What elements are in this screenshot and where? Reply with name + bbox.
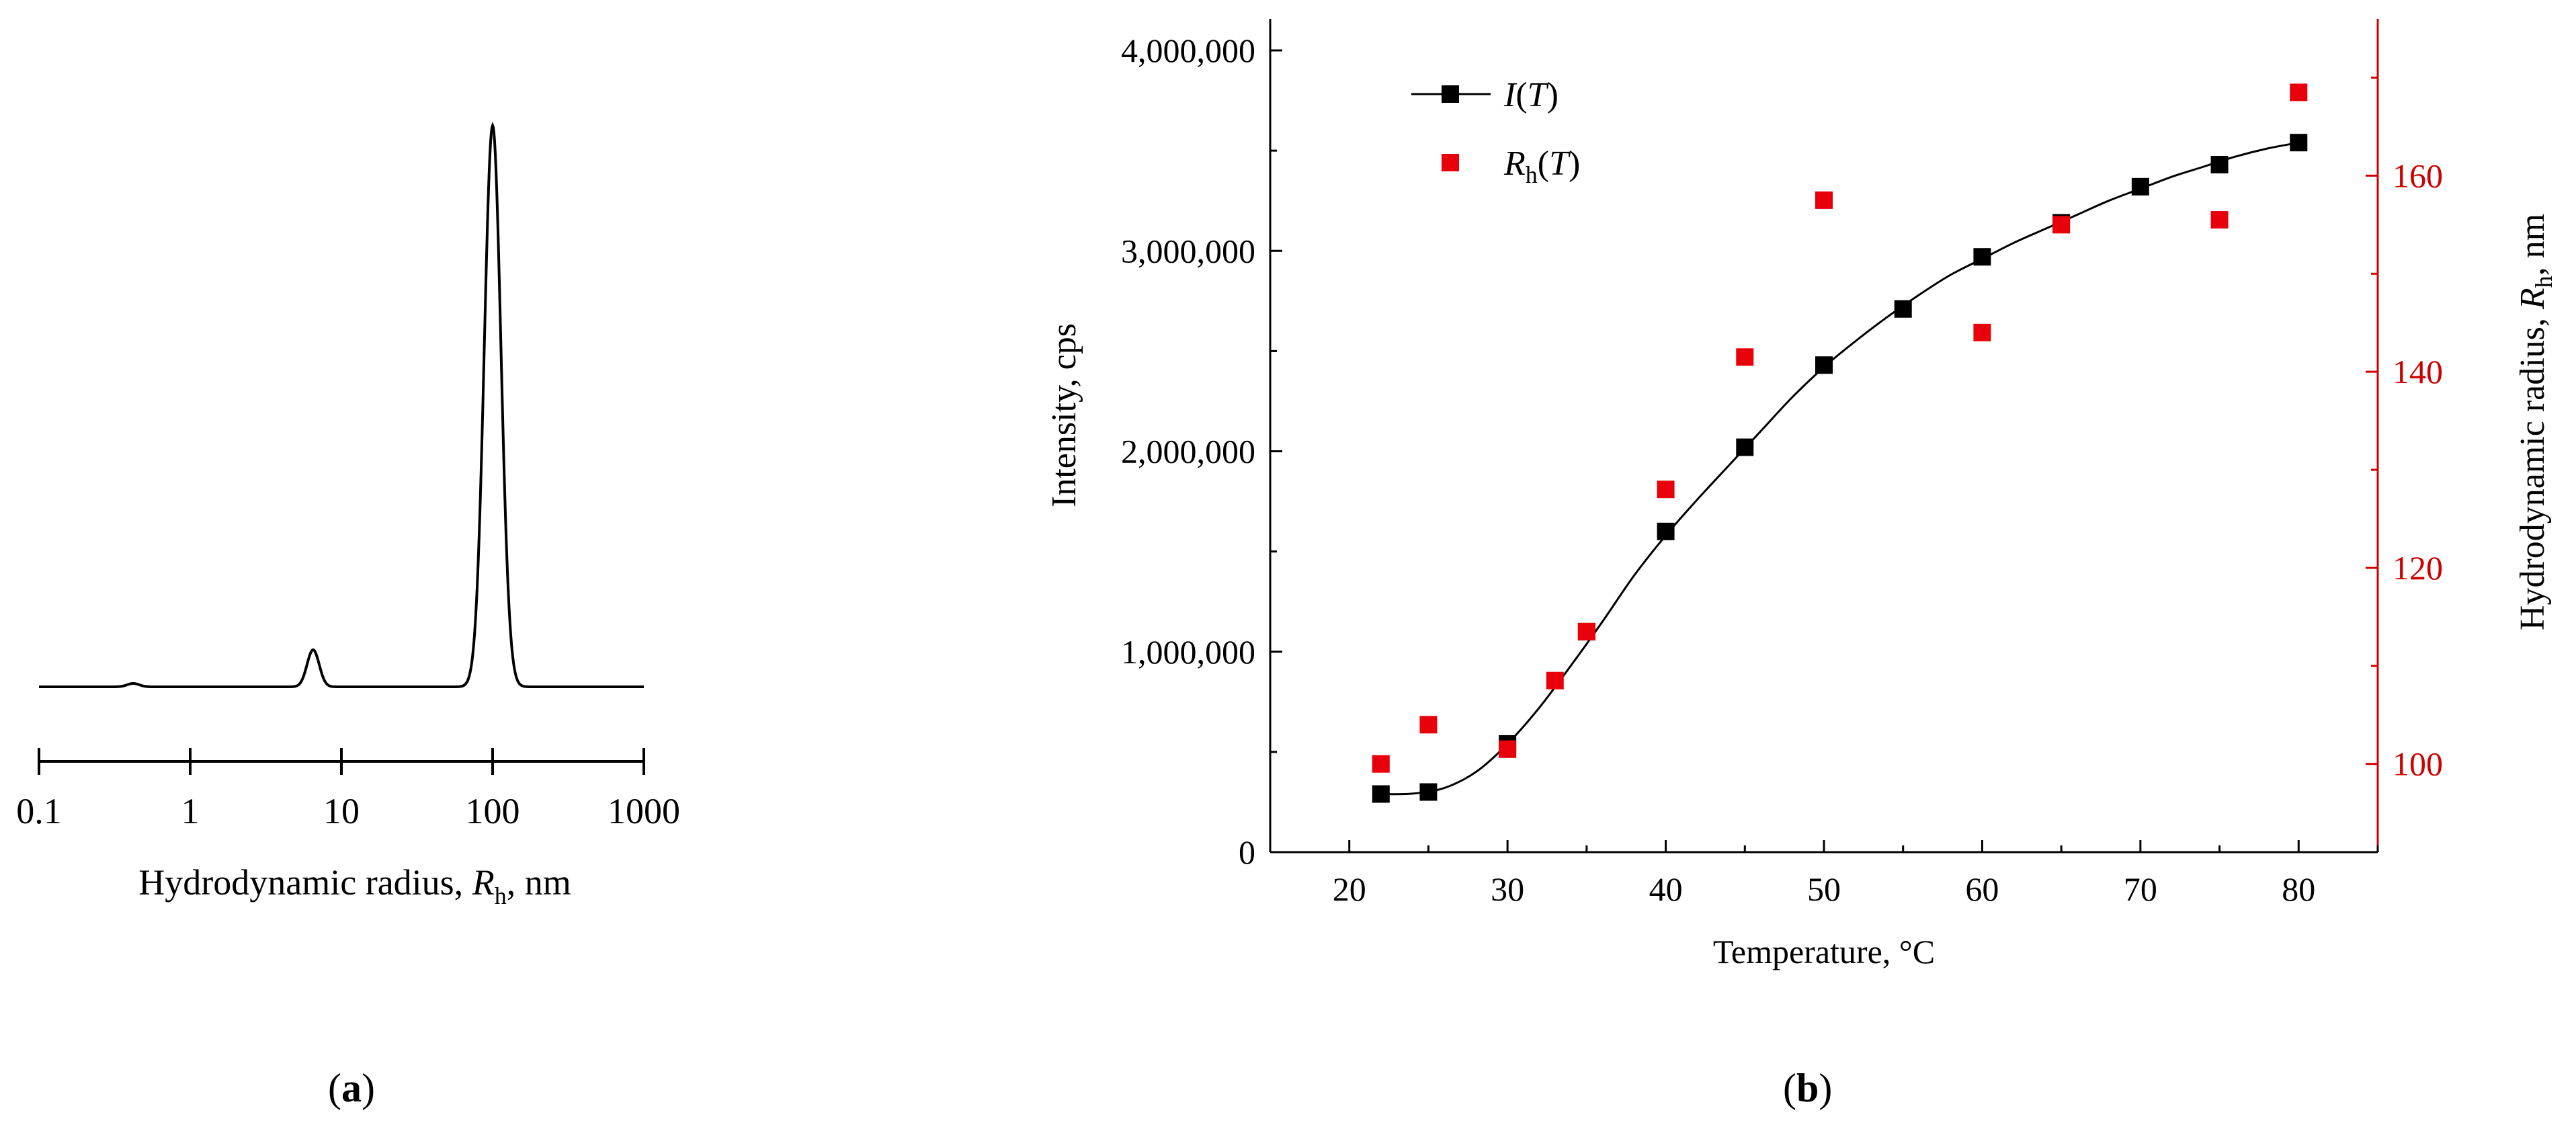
x-tick-label: 50 (1807, 870, 1841, 908)
intensity-point (1973, 248, 1991, 266)
intensity-point (1736, 438, 1754, 456)
left-y-tick-label: 2,000,000 (1121, 433, 1255, 470)
x-tick-label: 60 (1965, 870, 1999, 908)
intensity-point (1657, 522, 1675, 540)
radius-point (1815, 191, 1833, 209)
intensity-point (1815, 356, 1833, 374)
chart-a-distribution: 0.1 1 10 100 1000 Hydrodynamic radius, Rh, nm (16, 121, 680, 909)
x-tick-label: 100 (466, 791, 520, 831)
x-tick-label: 30 (1491, 870, 1524, 908)
radius-point (1973, 323, 1991, 341)
left-y-tick-label: 4,000,000 (1121, 32, 1255, 69)
distribution-curve (39, 121, 644, 688)
left-y-tick-label: 0 (1239, 833, 1255, 871)
left-y-axis-label: Intensity, cps (1045, 323, 1083, 507)
legend-marker-intensity (1442, 85, 1459, 103)
intensity-point (2131, 177, 2149, 196)
legend-marker-radius (1442, 154, 1459, 171)
legend-label-intensity: I(T) (1503, 76, 1559, 114)
x-axis-label: Hydrodynamic radius, Rh, nm (138, 862, 571, 909)
x-tick-label: 1000 (608, 791, 680, 831)
right-y-tick-label: 120 (2393, 549, 2443, 587)
radius-point (1736, 348, 1754, 366)
left-y-tick-label: 1,000,000 (1121, 633, 1255, 671)
x-tick-label: 1 (181, 791, 200, 831)
intensity-fit-line (1380, 141, 2299, 796)
x-axis-label: Temperature, °C (1713, 933, 1935, 970)
x-tick-label: 40 (1649, 870, 1683, 908)
radius-point (1372, 755, 1390, 773)
chart-b-temperature: 20 30 40 50 60 70 80 Temperature, °C 0 1,000,000 2… (1045, 19, 2557, 970)
legend: I(T) Rh(T) (1411, 76, 1580, 188)
right-y-tick-label: 160 (2393, 157, 2443, 194)
x-tick-label: 10 (323, 791, 360, 831)
intensity-point (2290, 134, 2308, 152)
radius-point (1499, 740, 1517, 758)
right-y-tick-label: 140 (2393, 353, 2443, 390)
intensity-point (2210, 156, 2229, 174)
radius-point (1419, 716, 1438, 734)
x-tick-label: 70 (2124, 870, 2157, 908)
radius-point (1657, 481, 1675, 499)
x-tick-label: 80 (2282, 870, 2315, 908)
radius-point (2210, 211, 2229, 229)
panel-label-b: (b) (1783, 1066, 1833, 1110)
intensity-point (1372, 785, 1390, 803)
intensity-point (1419, 783, 1438, 801)
radius-point (2052, 216, 2071, 234)
radius-point (1546, 671, 1564, 690)
radius-point (1577, 622, 1595, 640)
x-tick-label: 0.1 (16, 791, 62, 831)
panel-label-a: (a) (328, 1066, 375, 1110)
intensity-point (1894, 300, 1912, 318)
right-y-tick-label: 100 (2393, 745, 2443, 783)
x-tick-label: 20 (1333, 870, 1366, 908)
left-y-tick-label: 3,000,000 (1121, 232, 1255, 269)
radius-point (2290, 83, 2308, 101)
legend-label-radius: Rh(T) (1503, 144, 1580, 188)
right-y-axis-label: Hydrodynamic radius, Rh, nm (2513, 214, 2557, 630)
